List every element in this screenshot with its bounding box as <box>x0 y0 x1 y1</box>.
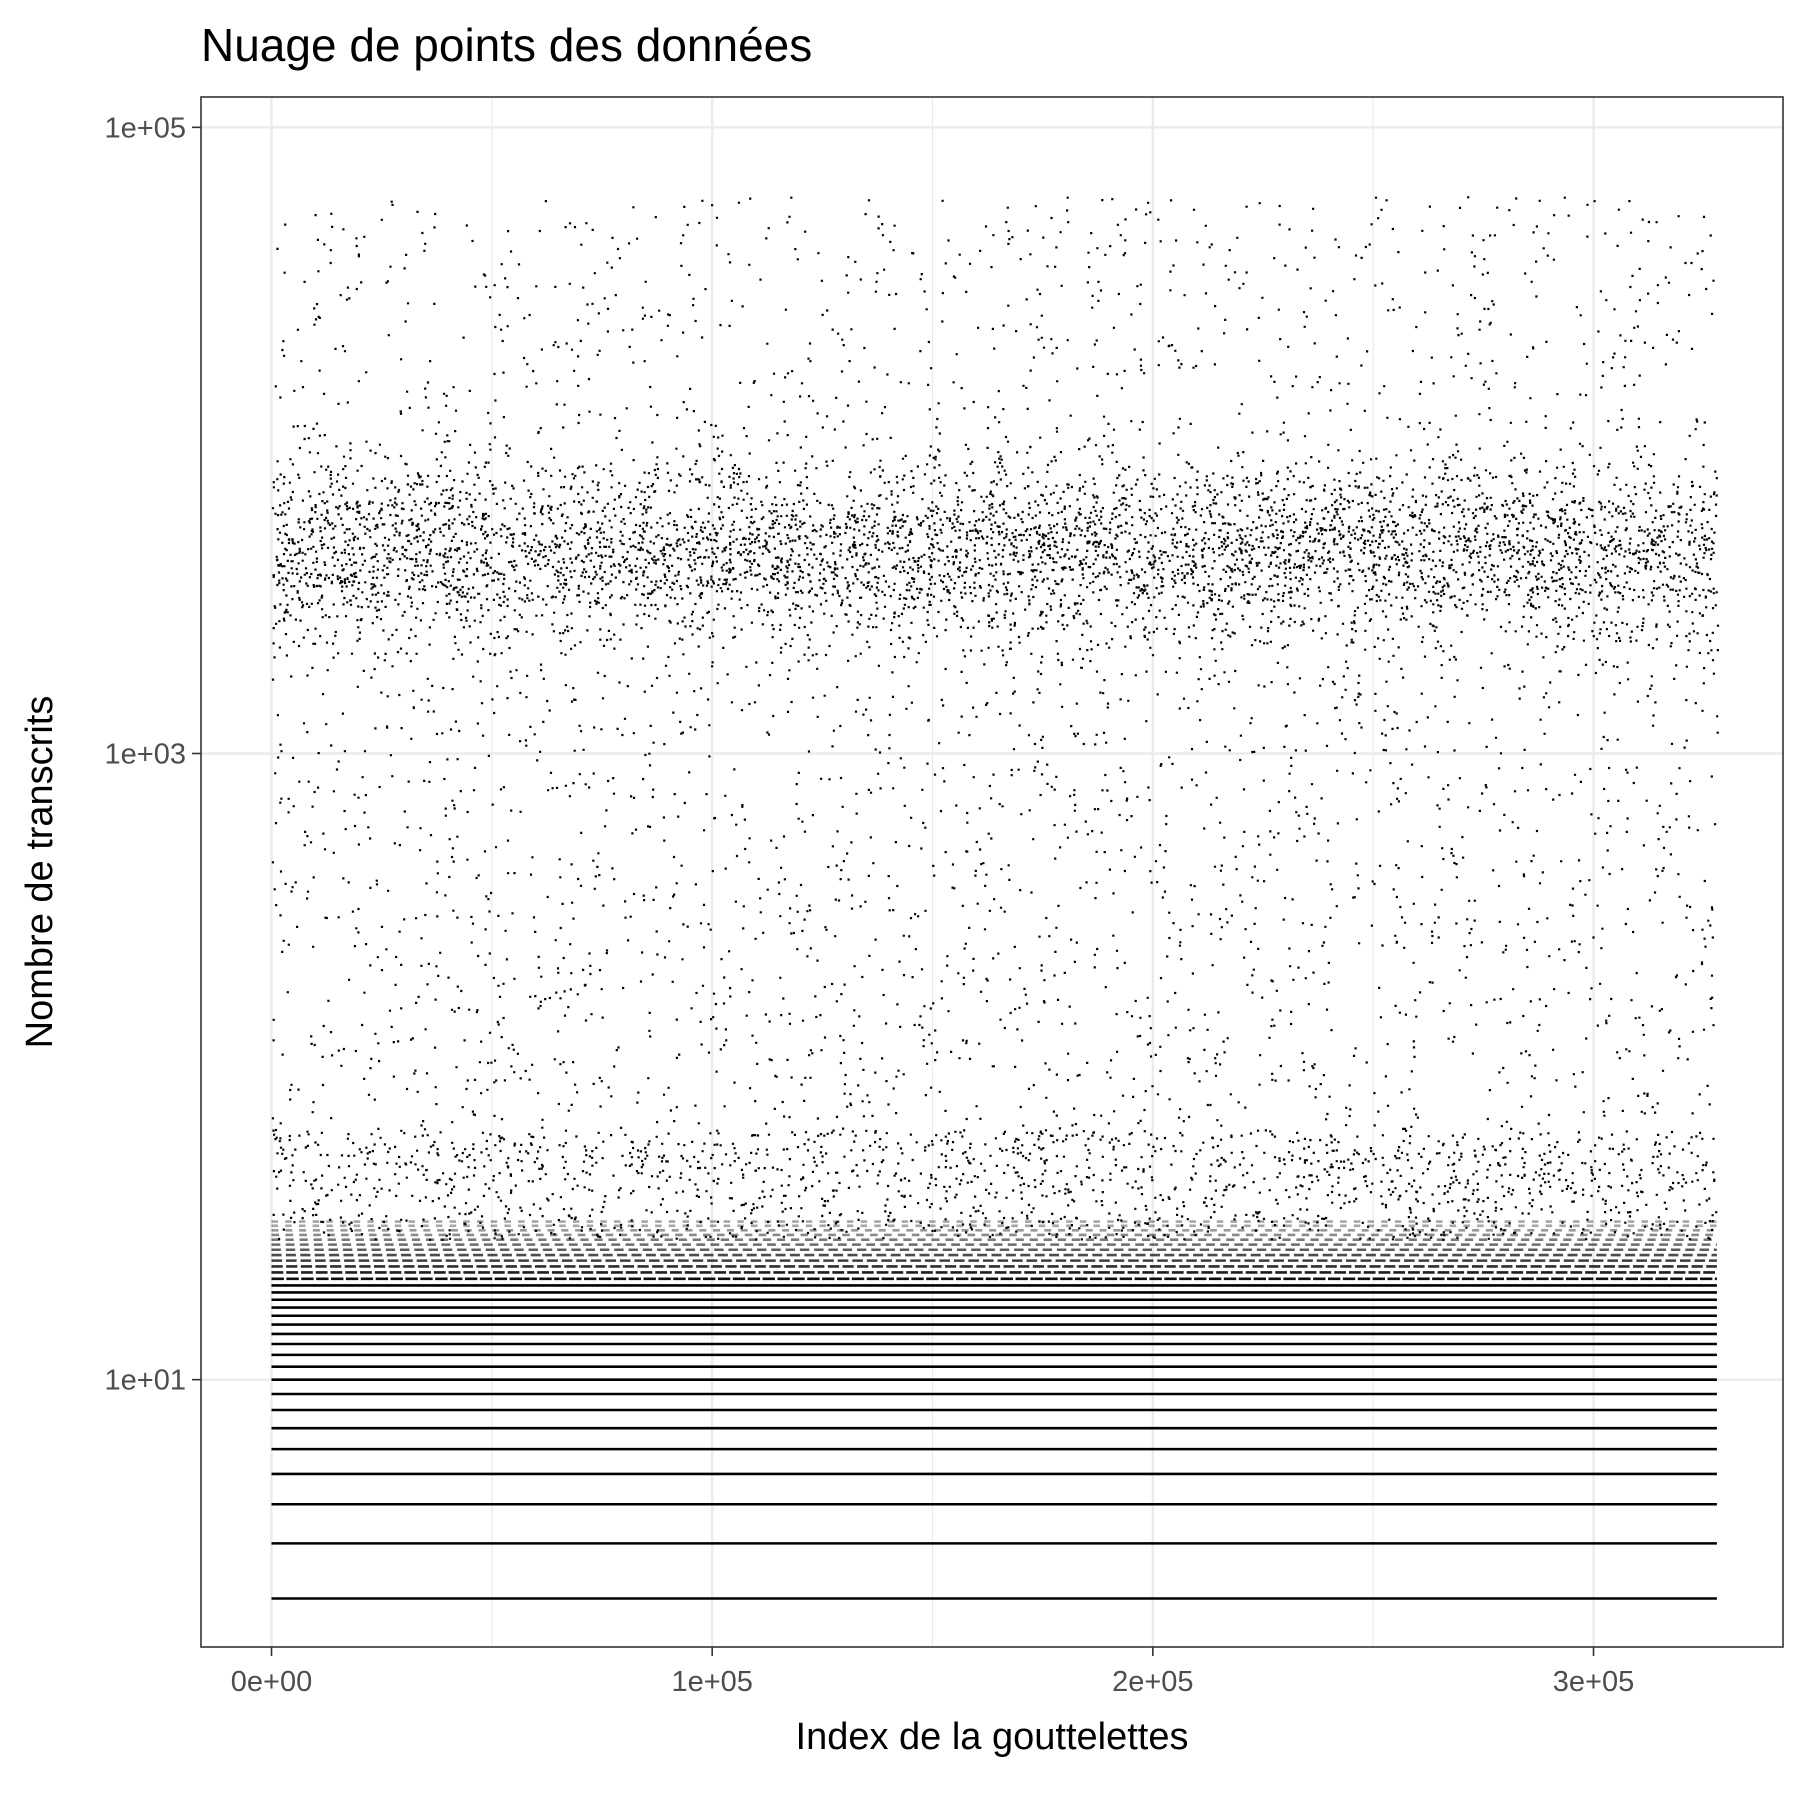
y-tick-label: 1e+03 <box>105 739 186 771</box>
x-axis-title: Index de la gouttelettes <box>796 1716 1189 1758</box>
y-tick-label: 1e+05 <box>105 112 186 144</box>
data-points <box>271 196 1720 1600</box>
chart-title: Nuage de points des données <box>201 19 812 71</box>
y-tick-label: 1e+01 <box>105 1365 186 1397</box>
y-axis-title: Nombre de transcrits <box>19 696 61 1049</box>
axis-ticks: 0e+00 1e+05 2e+05 3e+05 1e+01 1e+03 1e+05 <box>105 112 1635 1698</box>
x-tick-label: 3e+05 <box>1553 1666 1634 1698</box>
x-tick-label: 1e+05 <box>671 1666 752 1698</box>
x-tick-label: 2e+05 <box>1112 1666 1193 1698</box>
x-tick-label: 0e+00 <box>231 1666 312 1698</box>
plot-panel-border <box>200 96 1784 1648</box>
